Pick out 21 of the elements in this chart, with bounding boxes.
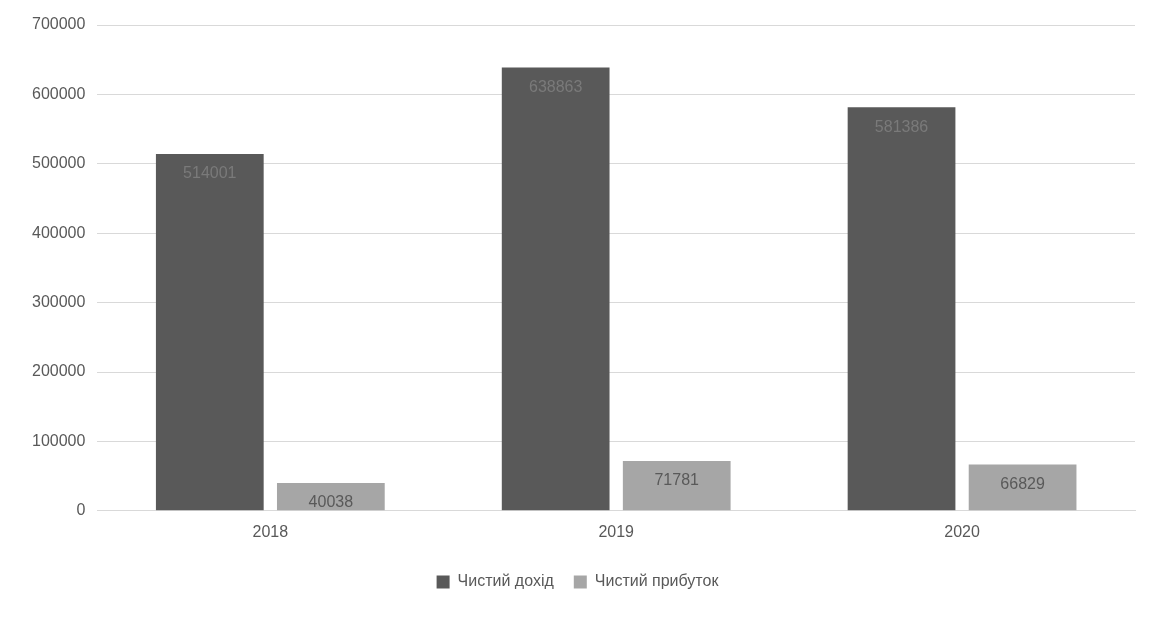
bar	[501, 67, 610, 511]
bar	[622, 460, 731, 511]
y-tick-label: 400000	[32, 223, 86, 241]
bar	[968, 464, 1077, 511]
data-label: 40038	[308, 493, 354, 511]
legend-label: Чистий дохід	[457, 572, 555, 590]
y-tick-label: 0	[76, 501, 86, 519]
y-tick-label: 200000	[32, 362, 86, 380]
bar	[847, 107, 956, 511]
x-tick-label: 2018	[252, 522, 289, 540]
legend-label: Чистий прибуток	[594, 572, 720, 590]
data-label: 71781	[654, 471, 700, 489]
y-tick-label: 600000	[32, 84, 86, 102]
bar	[155, 154, 264, 511]
x-tick-label: 2019	[598, 522, 635, 540]
y-tick-label: 100000	[32, 431, 86, 449]
x-tick-label: 2020	[944, 522, 980, 540]
data-label: 66829	[1000, 474, 1045, 492]
y-tick-label: 300000	[32, 293, 86, 311]
y-tick-label: 500000	[32, 154, 86, 172]
y-tick-label: 700000	[32, 15, 86, 33]
